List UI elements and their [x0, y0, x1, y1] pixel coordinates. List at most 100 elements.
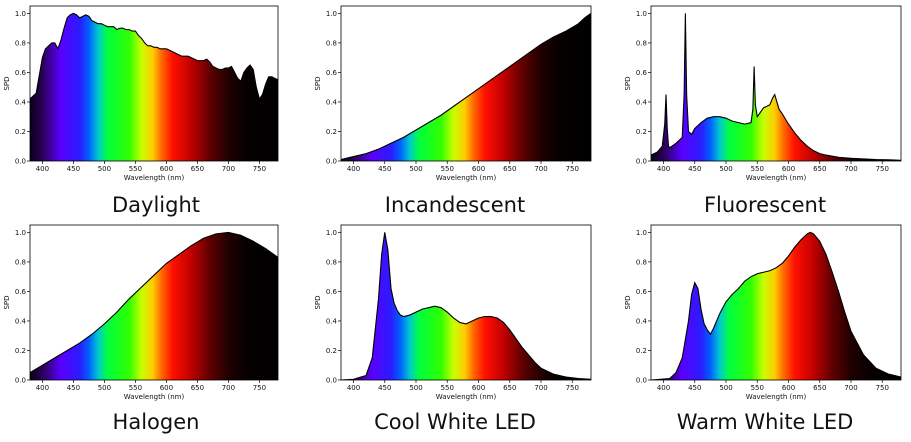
- y-tick-label: 1.0: [15, 10, 26, 18]
- y-tick-label: 1.0: [636, 229, 647, 237]
- spd-curve: [341, 232, 591, 380]
- axes-frame: [29, 224, 279, 381]
- x-tick-label: 600: [160, 165, 173, 173]
- x-tick-label: 400: [347, 165, 360, 173]
- x-tick-label: 550: [441, 384, 454, 392]
- y-tick-label: 0.6: [15, 69, 27, 77]
- x-tick-label: 550: [751, 384, 764, 392]
- x-tick-label: 600: [160, 384, 173, 392]
- axes-frame: [650, 224, 902, 381]
- x-tick-label: 400: [657, 384, 670, 392]
- spd-curve: [30, 231, 278, 374]
- x-tick-label: 750: [566, 384, 579, 392]
- y-tick-label: 1.0: [15, 229, 26, 237]
- y-tick-label: 0.8: [326, 258, 337, 266]
- chart-caption: Cool White LED: [374, 410, 536, 434]
- x-tick-label: 400: [347, 384, 360, 392]
- x-tick-label: 400: [36, 165, 49, 173]
- y-tick-label: 0.8: [15, 258, 26, 266]
- x-tick-label: 450: [688, 165, 701, 173]
- y-tick-label: 1.0: [326, 229, 337, 237]
- x-tick-label: 550: [129, 165, 142, 173]
- x-tick-label: 400: [657, 165, 670, 173]
- spd-area: [651, 232, 901, 380]
- x-axis-label: Wavelength (nm): [746, 393, 807, 401]
- y-tick-label: 0.2: [15, 128, 26, 136]
- x-tick-label: 700: [222, 165, 235, 173]
- y-tick-label: 0.4: [15, 317, 27, 325]
- x-tick-label: 450: [378, 384, 391, 392]
- y-tick-label: 1.0: [326, 10, 337, 18]
- x-tick-label: 750: [876, 165, 889, 173]
- x-tick-label: 750: [253, 165, 266, 173]
- x-tick-label: 600: [472, 384, 485, 392]
- x-tick-label: 650: [191, 165, 204, 173]
- y-tick-label: 0.0: [326, 158, 337, 166]
- y-tick-label: 0.4: [326, 317, 338, 325]
- y-tick-label: 0.4: [15, 98, 27, 106]
- chart-panel: 400 450 500 550 600 650 700 750 0.0 0.2 0.4 0.6 0.8 1…: [624, 5, 902, 217]
- x-tick-label: 600: [472, 165, 485, 173]
- x-axis-label: Wavelength (nm): [124, 174, 185, 182]
- y-tick-label: 0.8: [15, 39, 26, 47]
- axes-frame: [650, 5, 902, 162]
- x-tick-label: 750: [253, 384, 266, 392]
- x-tick-label: 650: [191, 384, 204, 392]
- x-tick-label: 500: [409, 384, 422, 392]
- chart-panel: 400 450 500 550 600 650 700 750 0.0 0.2 0.4 0.6 0.8 1…: [314, 5, 592, 217]
- y-tick-label: 0.2: [15, 347, 26, 355]
- y-tick-label: 1.0: [636, 10, 647, 18]
- x-axis-label: Wavelength (nm): [436, 174, 497, 182]
- x-tick-label: 650: [813, 165, 826, 173]
- y-tick-label: 0.2: [636, 347, 647, 355]
- chart-caption: Incandescent: [385, 193, 525, 217]
- spd-curve: [341, 12, 591, 161]
- y-tick-label: 0.0: [15, 377, 26, 385]
- axes-frame: [29, 5, 279, 162]
- y-tick-label: 0.8: [636, 258, 647, 266]
- chart-caption: Halogen: [113, 410, 200, 434]
- y-tick-label: 0.0: [15, 158, 26, 166]
- y-tick-label: 0.8: [326, 39, 337, 47]
- y-tick-label: 0.6: [636, 288, 648, 296]
- y-tick-label: 0.0: [326, 377, 337, 385]
- x-axis-label: Wavelength (nm): [746, 174, 807, 182]
- y-axis-label: SPD: [3, 76, 11, 90]
- chart-caption: Fluorescent: [704, 193, 826, 217]
- x-tick-label: 700: [534, 384, 547, 392]
- y-tick-label: 0.2: [326, 347, 337, 355]
- x-tick-label: 750: [566, 165, 579, 173]
- y-tick-label: 0.6: [326, 288, 338, 296]
- chart-caption: Daylight: [112, 193, 200, 217]
- y-tick-label: 0.6: [636, 69, 648, 77]
- y-tick-label: 0.4: [636, 317, 648, 325]
- y-tick-label: 0.2: [326, 128, 337, 136]
- y-axis-label: SPD: [314, 295, 322, 309]
- x-tick-label: 750: [876, 384, 889, 392]
- y-tick-label: 0.0: [636, 377, 647, 385]
- axes-frame: [340, 5, 592, 162]
- chart-panel: 400 450 500 550 600 650 700 750 0.0 0.2 0.4 0.6 0.8 1…: [3, 224, 279, 434]
- x-tick-label: 700: [534, 165, 547, 173]
- x-tick-label: 450: [67, 384, 80, 392]
- x-tick-label: 450: [688, 384, 701, 392]
- x-tick-label: 600: [782, 384, 795, 392]
- y-tick-label: 0.8: [636, 39, 647, 47]
- y-axis-label: SPD: [3, 295, 11, 309]
- y-axis-label: SPD: [624, 295, 632, 309]
- y-axis-label: SPD: [314, 76, 322, 90]
- x-tick-label: 700: [222, 384, 235, 392]
- x-tick-label: 700: [844, 165, 857, 173]
- spd-curve: [30, 12, 278, 101]
- chart-panel: 400 450 500 550 600 650 700 750 0.0 0.2 0.4 0.6 0.8 1…: [314, 224, 592, 434]
- spd-area: [30, 232, 278, 380]
- y-tick-label: 0.2: [636, 128, 647, 136]
- x-tick-label: 450: [67, 165, 80, 173]
- x-tick-label: 500: [98, 165, 111, 173]
- spd-curve: [651, 13, 901, 161]
- x-tick-label: 500: [409, 165, 422, 173]
- axes-frame: [340, 224, 592, 381]
- chart-caption: Warm White LED: [677, 410, 854, 434]
- chart-panel: 400 450 500 550 600 650 700 750 0.0 0.2 0.4 0.6 0.8 1…: [3, 5, 279, 217]
- spd-area: [341, 13, 591, 161]
